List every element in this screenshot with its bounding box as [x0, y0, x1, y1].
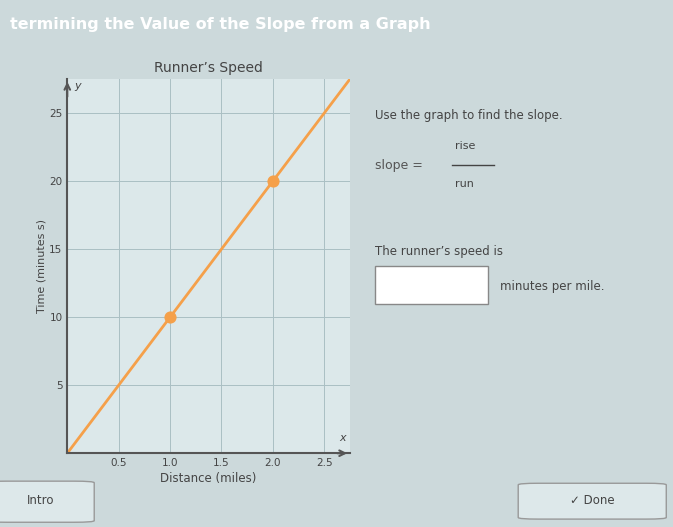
Text: slope =: slope =: [376, 159, 427, 172]
Text: Intro: Intro: [27, 494, 54, 507]
FancyBboxPatch shape: [518, 483, 666, 519]
Text: termining the Value of the Slope from a Graph: termining the Value of the Slope from a …: [10, 17, 431, 32]
Text: ✓ Done: ✓ Done: [570, 494, 614, 507]
Text: minutes per mile.: minutes per mile.: [499, 280, 604, 293]
X-axis label: Distance (miles): Distance (miles): [160, 472, 257, 485]
Text: x: x: [339, 433, 346, 443]
Text: The runner’s speed is: The runner’s speed is: [376, 245, 503, 258]
Y-axis label: Time (minutes s): Time (minutes s): [36, 219, 46, 313]
Text: rise: rise: [455, 141, 476, 151]
Title: Runner’s Speed: Runner’s Speed: [154, 61, 263, 75]
Point: [267, 177, 278, 186]
FancyBboxPatch shape: [0, 481, 94, 522]
Text: y: y: [74, 81, 81, 91]
Point: [165, 313, 176, 321]
Text: run: run: [455, 179, 474, 189]
Text: Use the graph to find the slope.: Use the graph to find the slope.: [376, 109, 563, 122]
FancyBboxPatch shape: [376, 266, 488, 304]
